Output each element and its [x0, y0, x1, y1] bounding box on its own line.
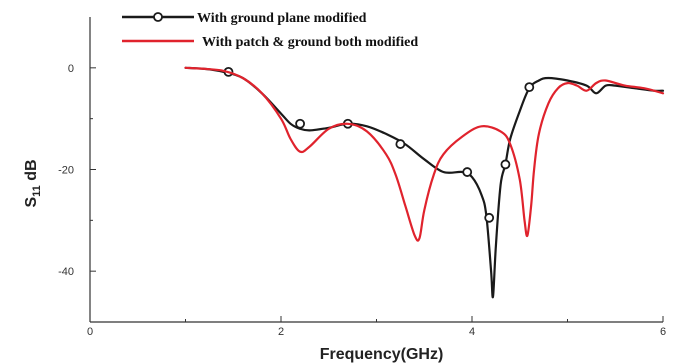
series-marker [295, 118, 306, 129]
y-axis-title-main: S [23, 197, 40, 208]
legend: With ground plane modified With patch & g… [122, 11, 418, 50]
y-tick-label: -40 [58, 266, 74, 278]
x-tick-label: 6 [660, 326, 666, 338]
y-tick-label: 0 [68, 63, 74, 75]
legend-label-1: With ground plane modified [197, 11, 367, 26]
x-tick-label: 2 [278, 326, 284, 338]
y-axis-title: S11 dB [23, 159, 43, 207]
series-marker [500, 159, 511, 170]
series-layer [184, 66, 665, 299]
series-marker [395, 139, 406, 149]
series-marker [524, 82, 535, 93]
series-marker [484, 212, 495, 223]
legend-marker [153, 12, 163, 22]
x-tick-label: 4 [469, 326, 475, 338]
legend-label-2: With patch & ground both modified [202, 35, 418, 50]
x-tick-label: 0 [87, 326, 93, 338]
series-line-1 [184, 66, 665, 299]
x-axis-title: Frequency(GHz) [320, 346, 444, 363]
ticks-group: 0 2 4 6 0 -20 -40 [58, 63, 666, 338]
y-tick-label: -20 [58, 165, 74, 177]
y-axis-title-subscript: 11 [31, 185, 43, 197]
axes-group [89, 17, 663, 323]
series-line-2 [184, 66, 665, 242]
series-marker [462, 167, 473, 177]
y-axis-title-unit: dB [23, 159, 40, 185]
